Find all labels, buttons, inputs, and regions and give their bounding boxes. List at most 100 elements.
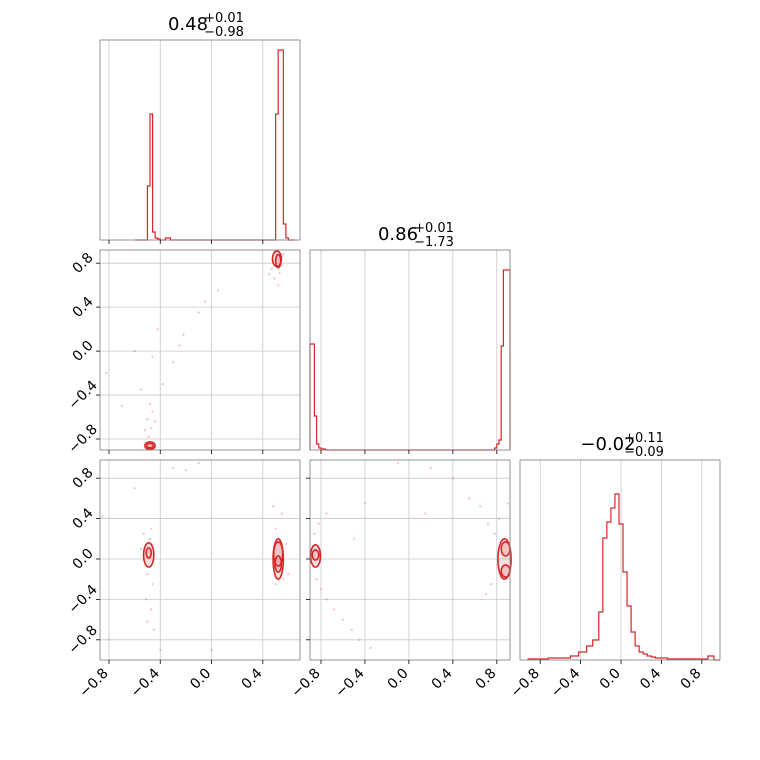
x-tick-label: −0.4	[128, 665, 163, 700]
panel-0-2: −0.8 −0.4 0.0 0.4 −0.8 −0.4 0.0 0.4 0.8	[65, 459, 301, 701]
title-median-p0: 0.48	[168, 14, 208, 35]
contour-level	[271, 250, 283, 268]
title-median-p1: 0.86	[378, 224, 418, 245]
scatter-point	[150, 608, 153, 611]
scatter-point	[484, 593, 488, 596]
scatter-point	[277, 283, 280, 287]
scatter-point	[271, 505, 275, 508]
scatter-point	[315, 577, 318, 581]
scatter-point	[153, 420, 157, 423]
x-tick-label: −0.4	[548, 665, 583, 700]
y-tick-label: 0.4	[70, 294, 97, 321]
scatter-point	[182, 333, 185, 336]
x-tick-label: −0.8	[288, 666, 323, 701]
contour-level	[272, 541, 284, 567]
scatter-point	[133, 487, 136, 490]
scatter-point	[274, 583, 277, 586]
scatter-point	[105, 371, 108, 375]
scatter-point	[146, 572, 149, 576]
contour-level	[145, 547, 153, 559]
histogram-step-p0	[134, 49, 295, 241]
x-tick-label: 0.4	[637, 665, 664, 692]
title-upper-p2: +0.11	[624, 431, 664, 446]
scatter-point	[150, 426, 153, 430]
scatter-point	[468, 497, 471, 500]
x-tick-label: −0.8	[508, 666, 543, 701]
panel-0-1: −0.8 −0.4 0.0 0.4 0.8	[65, 249, 301, 457]
panel-frame	[99, 459, 301, 661]
y-tick-label: 0.8	[70, 465, 97, 492]
scatter-point	[451, 476, 455, 480]
scatter-point	[273, 277, 276, 280]
x-tick-label: 0.8	[473, 666, 500, 693]
title-median-p2: −0.02	[580, 434, 635, 455]
scatter-point	[282, 253, 285, 256]
scatter-point	[270, 267, 273, 270]
scatter-point	[424, 512, 427, 515]
scatter-point	[216, 289, 220, 292]
scatter-point	[151, 583, 154, 586]
title-lower-p1: −1.73	[414, 235, 454, 250]
scatter-point	[317, 522, 320, 525]
scatter-point	[144, 598, 148, 601]
scatter-point	[313, 532, 316, 535]
scatter-point	[156, 327, 159, 331]
panel-frame	[309, 249, 511, 451]
x-tick-label: 0.0	[385, 666, 412, 693]
scatter-point	[101, 515, 104, 518]
scatter-point	[268, 272, 271, 276]
scatter-point	[284, 542, 288, 546]
x-tick-label: 0.4	[239, 665, 266, 692]
x-tick-label: 0.0	[187, 666, 214, 693]
title-lower-p0: −0.98	[204, 25, 244, 40]
scatter-point	[506, 502, 510, 505]
scatter-point	[197, 461, 200, 465]
scatter-point	[171, 466, 175, 470]
scatter-point	[497, 517, 501, 520]
y-tick-label: −0.8	[65, 622, 100, 657]
panel-0-0: 0.48+0.01−0.98	[99, 11, 301, 244]
scatter-point	[486, 522, 490, 525]
contour-level	[311, 549, 320, 561]
panel-frame	[99, 249, 301, 451]
scatter-point	[352, 537, 356, 540]
scatter-point	[107, 638, 111, 641]
scatter-point	[287, 572, 290, 576]
scatter-point	[332, 608, 336, 611]
y-tick-label: −0.8	[65, 422, 100, 457]
scatter-point	[152, 628, 156, 631]
scatter-point	[159, 648, 162, 652]
panel-frame	[519, 459, 721, 661]
scatter-point	[151, 410, 154, 413]
scatter-point	[120, 404, 123, 408]
panel-1-1: 0.86+0.01−1.73	[309, 221, 511, 454]
scatter-point	[197, 311, 200, 314]
scatter-point	[341, 618, 345, 621]
scatter-point	[280, 264, 284, 267]
title-upper-p1: +0.01	[414, 221, 454, 236]
y-tick-label: 0.0	[70, 338, 97, 365]
title-upper-p0: +0.01	[204, 11, 244, 26]
scatter-point	[493, 532, 496, 535]
y-tick-label: −0.4	[65, 582, 100, 617]
scatter-point	[210, 648, 213, 652]
histogram-step-p1	[309, 269, 511, 451]
y-tick-label: 0.0	[70, 546, 97, 573]
x-tick-label: 0.8	[678, 666, 705, 693]
x-tick-label: −0.4	[332, 665, 367, 700]
scatter-point	[429, 466, 433, 470]
y-tick-label: 0.8	[70, 250, 97, 277]
contour-level	[497, 537, 512, 580]
scatter-point	[171, 360, 175, 364]
scatter-point	[146, 620, 149, 623]
scatter-point	[325, 598, 328, 601]
x-tick-label: 0.0	[597, 666, 624, 693]
contour-level	[144, 440, 156, 451]
panel-frame	[309, 459, 511, 661]
scatter-point	[278, 271, 281, 275]
scatter-point	[143, 429, 147, 432]
scatter-point	[148, 537, 152, 540]
scatter-point	[139, 388, 143, 391]
scatter-point	[358, 638, 361, 641]
